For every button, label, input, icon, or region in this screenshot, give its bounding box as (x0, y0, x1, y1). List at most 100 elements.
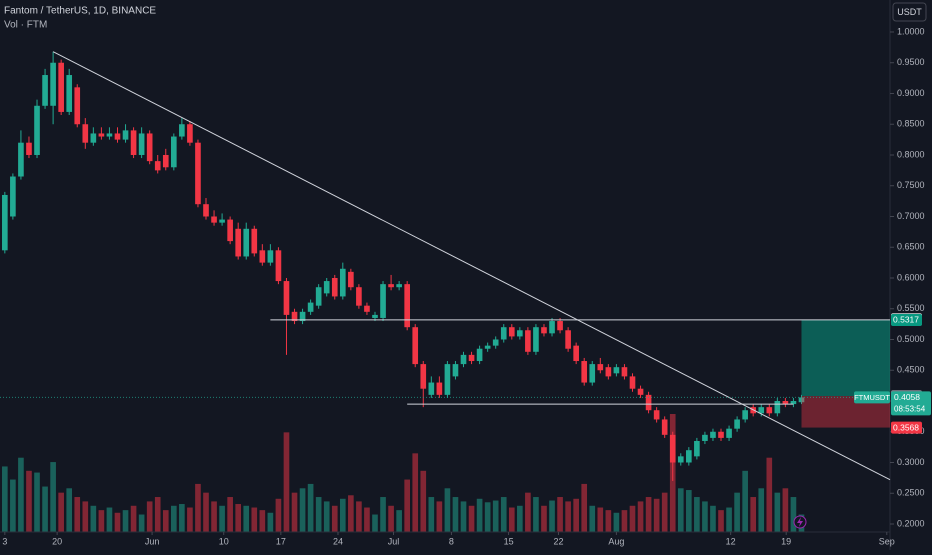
x-tick-label: 8 (449, 536, 454, 546)
volume-bar (42, 486, 48, 532)
candle-body (98, 133, 105, 137)
volume-bar (114, 512, 121, 532)
candle-body (798, 397, 805, 403)
y-tick-label: 0.7000 (897, 211, 925, 221)
x-tick-label: Aug (608, 536, 624, 546)
x-tick-label: 15 (504, 536, 514, 546)
volume-legend: Vol · FTM (4, 20, 47, 31)
candle-body (533, 327, 539, 352)
y-tick-label: 0.6000 (897, 272, 925, 282)
volume-bar (211, 501, 217, 532)
volume-bar (82, 501, 89, 532)
volume-bar (283, 432, 290, 532)
volume-bar (364, 507, 370, 532)
candle-body (356, 287, 362, 306)
candle-body (436, 382, 443, 395)
candle-body (420, 364, 427, 389)
candle-body (203, 204, 209, 217)
candle-body (605, 367, 612, 377)
volume-bar (74, 497, 81, 532)
volume-bar (726, 507, 732, 532)
volume-bar (637, 501, 644, 532)
candle-body (621, 367, 628, 377)
volume-bar (742, 470, 748, 532)
candle-body (323, 281, 330, 294)
candle-body (26, 142, 32, 155)
volume-bar (428, 497, 435, 532)
candle-body (484, 345, 491, 349)
volume-bar (299, 488, 306, 532)
volume-bar (661, 492, 668, 532)
candle-body (364, 305, 370, 312)
y-tick-label: 0.5500 (897, 303, 925, 313)
candle-body (267, 250, 274, 263)
candle-body (372, 314, 378, 318)
volume-bar (106, 507, 113, 532)
candle-body (243, 228, 250, 257)
y-tick-label: 0.5000 (897, 334, 925, 344)
candle-body (460, 354, 467, 365)
candle-body (380, 284, 386, 318)
candle-body (694, 440, 700, 457)
x-tick-label: 19 (781, 536, 791, 546)
x-tick-label: Jun (145, 536, 160, 546)
volume-bar (468, 505, 475, 532)
volume-bar (315, 497, 322, 532)
volume-bar (380, 497, 386, 532)
volume-bar (2, 466, 8, 532)
volume-bar (750, 497, 757, 532)
candle-body (291, 311, 298, 322)
candle-body (130, 130, 137, 155)
volume-bar (420, 470, 427, 532)
currency[interactable]: USDT (897, 7, 922, 17)
candle-body (396, 284, 402, 288)
candle-body (275, 250, 282, 282)
candle-body (58, 62, 64, 112)
volume-bar (782, 488, 789, 532)
y-tick-label: 0.2500 (897, 488, 925, 498)
price-label: 0.5317 (893, 315, 919, 325)
volume-bar (18, 457, 24, 532)
x-tick-label: Sep (879, 536, 895, 546)
candle-body (677, 456, 684, 463)
volume-bar (331, 505, 338, 532)
x-tick-label: 12 (726, 536, 736, 546)
volume-bar (718, 510, 724, 532)
candle-body (782, 400, 789, 405)
volume-bar (565, 501, 571, 532)
candle-body (734, 419, 740, 429)
candle-body (468, 354, 475, 362)
x-tick-label: 20 (52, 536, 62, 546)
candle-body (122, 130, 129, 140)
y-tick-label: 0.2000 (897, 518, 925, 528)
symbol-label: FTMUSDT (854, 393, 890, 402)
y-tick-label: 0.4500 (897, 365, 925, 375)
candle-body (404, 284, 410, 328)
candle-body (138, 133, 145, 155)
candle-body (227, 219, 233, 242)
candle-body (146, 133, 153, 162)
candle-body (66, 75, 73, 112)
volume-bar (323, 501, 330, 532)
volume-bar (251, 507, 258, 532)
candle-body (339, 268, 346, 297)
volume-bar (26, 470, 32, 532)
volume-bar (404, 479, 410, 532)
candle-body (74, 87, 81, 125)
volume-bar (187, 507, 193, 532)
x-tick-label: Jul (388, 536, 400, 546)
volume-bar (339, 498, 346, 532)
candle-body (428, 382, 435, 395)
candle-body (790, 400, 797, 405)
candle-body (42, 75, 48, 106)
currency-button[interactable] (892, 2, 927, 22)
candle-body (710, 431, 716, 438)
volume-bar (130, 505, 137, 532)
candle-body (307, 302, 314, 312)
candle-body (758, 407, 765, 414)
candle-body (331, 277, 338, 297)
volume-bar (734, 492, 740, 532)
volume-bar (275, 498, 282, 532)
